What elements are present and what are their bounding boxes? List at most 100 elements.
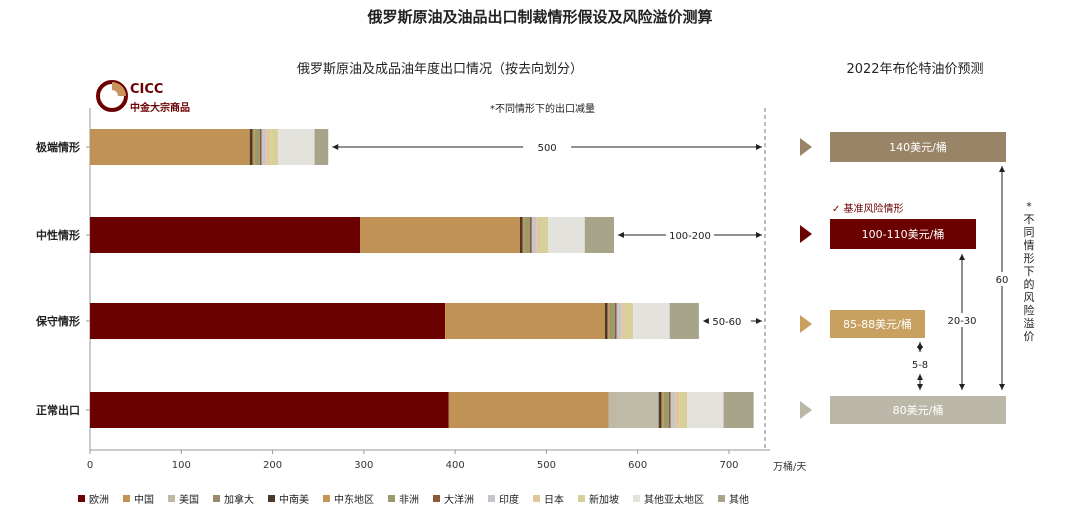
forecast-price-label: 140美元/桶 [889,140,947,154]
legend-item: 中国 [123,491,154,506]
bar-segment [663,392,669,428]
legend-label: 其他 [729,494,749,506]
legend-swatch [168,494,175,502]
bar-segment [536,217,541,253]
legend-swatch [533,494,540,502]
reduction-arrow-head [756,318,762,324]
bar-segment [669,303,699,339]
legend-item: 加拿大 [213,491,254,506]
legend-label: 日本 [544,494,564,506]
legend-item: 其他 [718,491,749,506]
bar-segment [259,129,262,165]
bar-segment [679,392,688,428]
legend-swatch [323,494,330,502]
bar-segment [668,392,671,428]
bar-segment [524,217,530,253]
bar-segment [90,217,361,253]
x-tick-label: 400 [446,460,465,471]
bar-segment [448,392,609,428]
reduction-label: 500 [538,143,557,154]
forecast-subtitle: 2022年布伦特油价预测 [846,62,984,77]
cicc-logo-icon [96,80,128,112]
reduction-arrow-head [617,232,624,238]
bar-segment [249,129,253,165]
bar-segment [519,217,523,253]
forecast-box [830,310,925,338]
reduction-arrow-head [756,232,762,238]
legend-item: 印度 [488,491,519,506]
premium-arrow-large-head [999,166,1005,172]
bar-segment [609,303,615,339]
legend-item: 中南美 [268,491,309,506]
x-axis-unit: 万桶/天 [773,460,806,473]
legend-label: 中南美 [279,494,309,506]
legend-swatch [78,494,85,502]
bar-segment [278,129,315,165]
legend-label: 中东地区 [334,494,374,506]
bar-segment [723,392,754,428]
legend-swatch [213,494,220,502]
legend-swatch [268,494,275,502]
legend-item: 中东地区 [323,491,374,506]
bar-segment [584,217,614,253]
bar-segment [445,303,605,339]
bar-segment [661,392,664,428]
category-label: 保守情形 [35,314,80,328]
bar-segment [254,129,260,165]
cicc-logo: CICC 中金大宗商品 [96,80,226,116]
scenario-pointer-arrow [800,401,812,419]
forecast-price-label: 80美元/桶 [893,403,944,417]
legend-swatch [123,494,130,502]
legend-item: 非洲 [388,491,419,506]
reduction-note: *不同情形下的出口减量 [490,104,595,115]
legend-label: 中国 [134,494,154,506]
bar-segment [621,303,626,339]
logo-text-cn: 中金大宗商品 [130,103,190,114]
reduction-arrow-head [756,144,762,150]
bar-segment [252,129,255,165]
scenario-pointer-arrow [800,315,812,333]
category-label: 极端情形 [36,140,80,154]
reduction-arrow-head [702,318,709,324]
bar-segment [548,217,585,253]
chart-legend: 欧洲 中国 美国 加拿大 中南美 中东地区 非洲 大洋洲 印度 日本 新加坡 其他亚太地区 其他 [78,488,1078,508]
forecast-box [830,396,1006,424]
legend-swatch [488,494,495,502]
base-case-label: ✓ 基准风险情形 [832,202,904,215]
legend-swatch [433,494,440,502]
forecast-price-label: 100-110美元/桶 [862,227,945,241]
x-tick-label: 700 [719,460,738,471]
premium-arrow-small-lower-head [917,384,923,390]
legend-swatch [388,494,395,502]
bar-segment [604,303,608,339]
legend-label: 加拿大 [224,494,254,506]
scenario-pointer-arrow [800,225,812,243]
bar-segment [670,392,676,428]
premium-label: 60 [996,275,1009,286]
x-tick-label: 200 [263,460,282,471]
reduction-arrow-head [332,144,339,150]
legend-label: 非洲 [399,494,419,506]
bar-segment [633,303,670,339]
bar-segment [266,129,271,165]
bar-segment [658,392,662,428]
bar-segment [608,392,659,428]
bar-segment [90,303,446,339]
legend-label: 大洋洲 [444,494,474,506]
legend-label: 新加坡 [589,494,619,506]
legend-swatch [633,494,640,502]
bar-segment [90,392,449,428]
premium-arrow-small-lower-head [917,374,923,380]
bar-segment [531,217,537,253]
bar-segment [522,217,525,253]
legend-label: 美国 [179,494,199,506]
reduction-label: 100-200 [669,231,711,242]
bar-segment [360,217,520,253]
premium-arrow-mid-head [959,384,965,390]
bar-segment [625,303,634,339]
premium-arrow-large-head [999,384,1005,390]
bar-segment [270,129,279,165]
x-tick-label: 300 [354,460,373,471]
bar-segment [616,303,622,339]
